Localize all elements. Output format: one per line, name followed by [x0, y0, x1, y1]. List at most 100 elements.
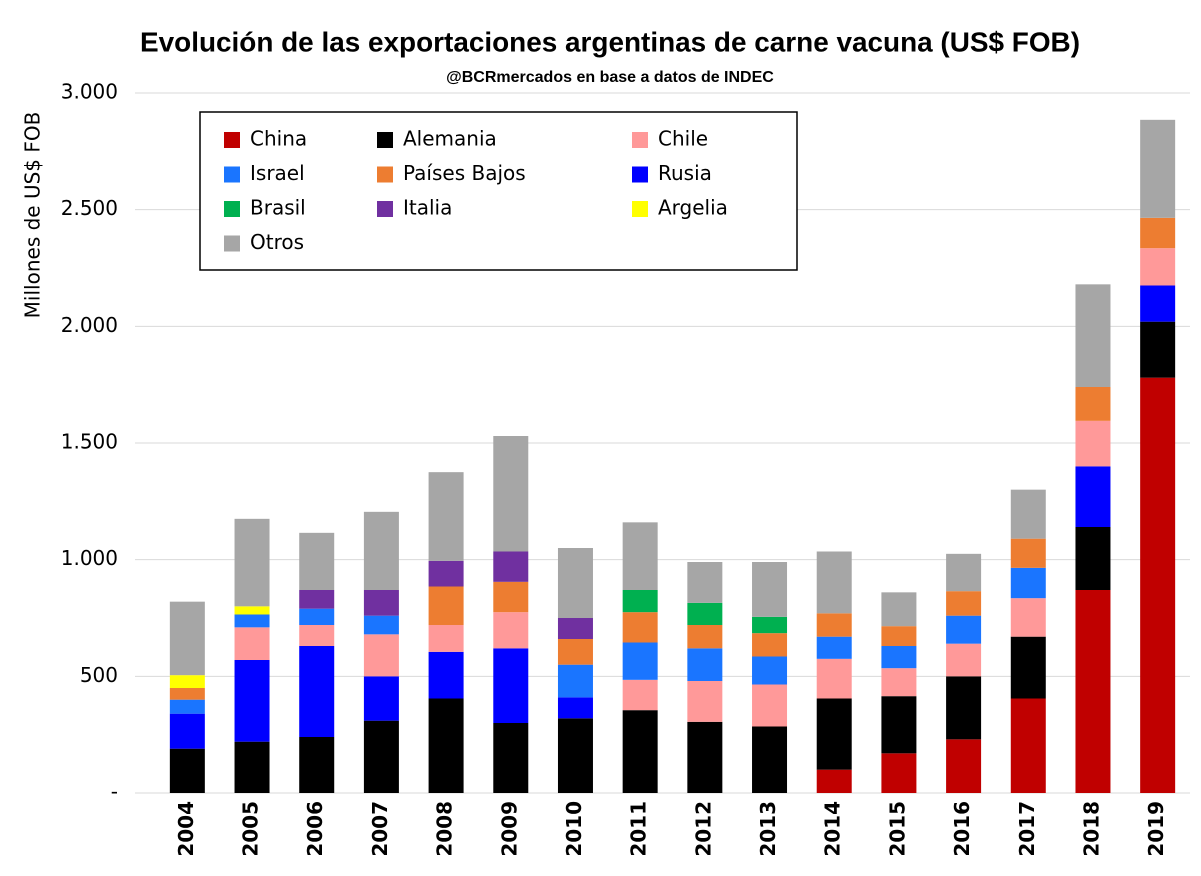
bar-segment	[687, 562, 723, 603]
bar-segment	[1140, 285, 1176, 322]
legend-label: China	[250, 127, 307, 151]
y-tick-label: 1.500	[61, 430, 118, 454]
x-tick-label: 2018	[1079, 801, 1103, 857]
x-tick-label: 2011	[627, 801, 651, 857]
bar-segment	[946, 676, 982, 740]
bar-segment	[169, 601, 205, 676]
bar-segment	[493, 648, 529, 723]
bar-segment	[363, 720, 399, 793]
x-tick-label: 2016	[950, 801, 974, 857]
x-tick-label: 2013	[756, 801, 780, 857]
bar-segment	[752, 684, 788, 727]
x-tick-label: 2008	[433, 801, 457, 857]
x-tick-label: 2006	[303, 801, 327, 857]
y-tick-label: 2.500	[61, 196, 118, 220]
bar-segment	[363, 634, 399, 677]
bar-segment	[622, 679, 658, 711]
legend-label: Otros	[250, 230, 304, 254]
y-tick-label: 1.000	[61, 546, 118, 570]
bar-segment	[1140, 217, 1176, 249]
x-tick-label: 2007	[368, 801, 392, 857]
x-tick-label: 2017	[1015, 801, 1039, 857]
legend-swatch	[377, 201, 393, 217]
bar-segment	[687, 721, 723, 793]
legend-swatch	[224, 235, 240, 252]
bar-segment	[946, 553, 982, 592]
bar-segment	[1075, 590, 1111, 793]
bar-segment	[687, 648, 723, 681]
bar-segment	[1075, 466, 1111, 527]
legend-label: Rusia	[658, 161, 712, 185]
bar-segment	[752, 656, 788, 685]
legend-label: Chile	[658, 127, 708, 151]
bar-segment	[234, 614, 270, 628]
bar-segment	[1075, 284, 1111, 387]
bar-segment	[557, 618, 593, 639]
bar-segment	[299, 532, 335, 590]
bar-segment	[363, 615, 399, 635]
bar-segment	[881, 646, 917, 669]
bar-segment	[1140, 321, 1176, 378]
bar-segment	[169, 675, 205, 688]
bar-segment	[816, 769, 852, 793]
legend-label: Brasil	[250, 196, 306, 220]
x-tick-label: 2015	[885, 801, 909, 857]
bar-segment	[1010, 538, 1046, 568]
bar-segment	[234, 606, 270, 615]
bar-segment	[428, 560, 464, 587]
bar-segment	[363, 590, 399, 616]
y-tick-label: 500	[80, 663, 118, 687]
bar-segment	[946, 739, 982, 793]
x-tick-label: 2012	[691, 801, 715, 857]
bar-segment	[557, 548, 593, 618]
bar-segment	[557, 718, 593, 793]
legend-swatch	[224, 166, 240, 183]
bar-segment	[622, 612, 658, 643]
bar-segment	[1075, 420, 1111, 467]
x-tick-label: 2014	[821, 801, 845, 857]
legend-swatch	[632, 201, 648, 217]
bar-segment	[234, 741, 270, 793]
bar-segment	[622, 642, 658, 680]
bar-segment	[234, 660, 270, 742]
y-tick-label: -	[111, 780, 118, 804]
bar-segment	[169, 748, 205, 793]
bar-segment	[428, 651, 464, 699]
legend-swatch	[224, 132, 240, 148]
bar-segment	[299, 737, 335, 793]
bar-segment	[169, 699, 205, 714]
bar-segment	[752, 726, 788, 793]
y-axis-label: Millones de US$ FOB	[21, 112, 45, 319]
legend-swatch	[632, 166, 648, 183]
bar-segment	[493, 612, 529, 649]
legend-box	[199, 111, 798, 271]
x-tick-label: 2009	[497, 801, 521, 857]
x-tick-label: 2019	[1144, 801, 1168, 857]
bar-segment	[622, 710, 658, 793]
bar-segment	[169, 713, 205, 749]
bar-segment	[1140, 377, 1176, 793]
bar-segment	[946, 615, 982, 644]
legend-swatch	[377, 166, 393, 183]
bar-segment	[622, 522, 658, 590]
bar-segment	[816, 551, 852, 614]
bar-segment	[1010, 567, 1046, 599]
bar-segment	[687, 602, 723, 625]
bar-segment	[1075, 387, 1111, 421]
y-tick-label: 2.000	[61, 313, 118, 337]
bar-segment	[428, 625, 464, 652]
bar-segment	[363, 676, 399, 721]
bar-segment	[816, 658, 852, 699]
bar-segment	[752, 616, 788, 634]
bar-segment	[946, 643, 982, 677]
bar-segment	[493, 581, 529, 613]
bar-segment	[299, 625, 335, 646]
bar-segment	[687, 681, 723, 722]
bar-segment	[1010, 698, 1046, 793]
bar-segment	[428, 698, 464, 793]
legend-label: Argelia	[658, 196, 728, 220]
bar-segment	[557, 664, 593, 698]
bar-segment	[881, 753, 917, 793]
x-tick-label: 2005	[239, 801, 263, 857]
